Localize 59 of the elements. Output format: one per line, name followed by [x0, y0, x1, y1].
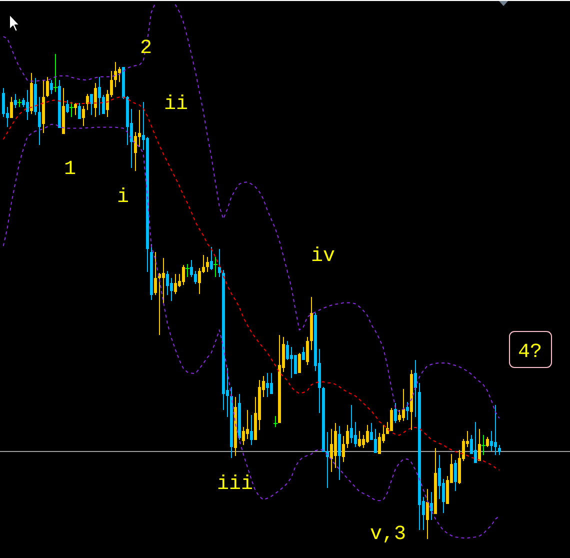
candlestick [90, 93, 93, 116]
candlestick [10, 96, 13, 119]
candlestick [494, 404, 497, 456]
candlestick [334, 422, 337, 469]
candlestick [30, 72, 33, 115]
candlestick [394, 402, 397, 424]
candlestick [38, 96, 41, 146]
candlestick [434, 447, 437, 514]
candlestick [250, 414, 253, 446]
candlestick [478, 428, 481, 462]
candlestick [42, 80, 45, 134]
annotation: v,3 [370, 523, 406, 546]
candlestick [174, 274, 177, 295]
candlestick [350, 404, 353, 444]
candlestick [474, 422, 477, 463]
candlestick [218, 248, 221, 278]
annotation: i [116, 186, 130, 209]
candlestick [498, 444, 501, 456]
candlestick [414, 360, 417, 418]
candlestick [430, 491, 433, 521]
candlestick [66, 100, 69, 114]
annotation: ii [164, 93, 188, 116]
candlestick [86, 93, 89, 110]
candlestick [46, 76, 49, 98]
candlestick [78, 102, 81, 120]
candlestick [14, 93, 17, 108]
candlestick [310, 296, 313, 350]
candlestick [94, 82, 97, 118]
candlestick [154, 251, 157, 296]
candlestick [82, 105, 85, 126]
candlestick [26, 89, 29, 120]
candlestick [50, 80, 53, 94]
annotation: iv [310, 245, 336, 268]
candlestick [278, 334, 281, 424]
candlestick [62, 87, 65, 134]
candlestick [338, 425, 341, 480]
annotation: iii [216, 473, 254, 496]
candlestick [302, 346, 305, 361]
candlestick [98, 76, 101, 116]
candlestick [74, 102, 77, 116]
candlestick [342, 436, 345, 462]
text: 4? [518, 341, 542, 364]
candlestick [114, 61, 117, 88]
annotation: 1 [64, 158, 76, 181]
candlestick [358, 430, 361, 448]
candlestick [406, 402, 409, 421]
candlestick [402, 388, 405, 422]
candlestick [410, 370, 413, 430]
candlestick [266, 372, 269, 398]
candlestick [454, 459, 457, 492]
candlestick [346, 424, 349, 448]
candlestick [306, 336, 309, 366]
annotation: 2 [140, 37, 152, 60]
candlestick [210, 246, 213, 270]
candlestick [486, 436, 489, 448]
candlestick [270, 372, 273, 394]
candlestick [182, 264, 185, 286]
candlestick [426, 488, 429, 540]
candlestick [206, 256, 209, 272]
